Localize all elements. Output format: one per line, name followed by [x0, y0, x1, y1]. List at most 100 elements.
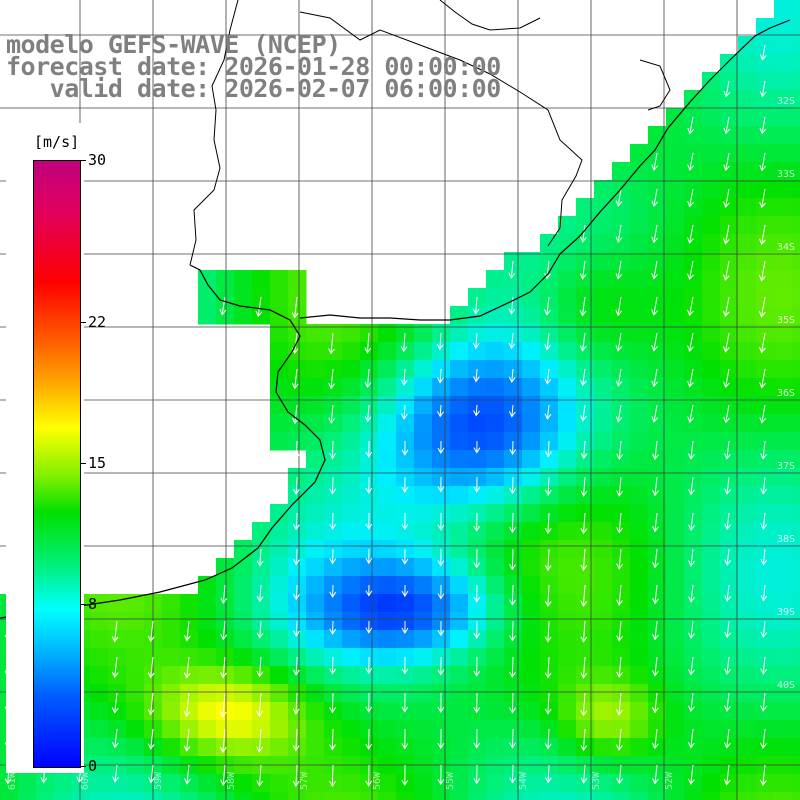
wind-speed-cell — [270, 720, 289, 739]
wind-speed-cell — [792, 738, 800, 757]
wind-speed-cell — [702, 324, 721, 343]
wind-arrow — [292, 692, 300, 715]
wind-speed-cell — [414, 666, 433, 685]
wind-speed-cell — [234, 774, 253, 793]
wind-arrow — [652, 584, 659, 605]
wind-speed-cell — [90, 648, 109, 667]
wind-speed-cell — [774, 594, 793, 613]
wind-arrow — [256, 728, 264, 753]
wind-speed-cell — [540, 306, 559, 325]
wind-speed-cell — [666, 180, 685, 199]
wind-speed-cell — [684, 342, 703, 361]
wind-arrow — [651, 224, 659, 244]
wind-speed-cell — [414, 468, 433, 487]
wind-arrow — [545, 440, 552, 458]
wind-speed-cell — [378, 720, 397, 739]
wind-arrow — [687, 116, 695, 135]
wind-speed-cell — [414, 738, 433, 757]
wind-speed-cell — [486, 432, 505, 451]
wind-speed-cell — [666, 198, 685, 217]
wind-speed-cell — [342, 738, 361, 757]
wind-speed-cell — [774, 270, 793, 289]
wind-speed-cell — [378, 342, 397, 361]
wind-arrow — [509, 620, 516, 642]
wind-arrow — [723, 80, 731, 98]
wind-speed-cell — [360, 522, 379, 541]
wind-speed-cell — [666, 306, 685, 325]
wind-speed-cell — [576, 306, 595, 325]
wind-speed-cell — [522, 558, 541, 577]
wind-speed-cell — [342, 630, 361, 649]
wind-speed-cell — [666, 702, 685, 721]
wind-speed-cell — [702, 522, 721, 541]
wind-speed-cell — [486, 792, 505, 800]
latitude-label: 37S — [777, 461, 795, 472]
wind-speed-cell — [756, 342, 775, 361]
wind-speed-cell — [468, 306, 487, 325]
wind-arrow — [147, 620, 155, 643]
wind-arrow — [401, 764, 409, 787]
wind-speed-cell — [720, 594, 739, 613]
wind-speed-cell — [558, 414, 577, 433]
wind-speed-cell — [306, 324, 325, 343]
wind-speed-cell — [342, 414, 361, 433]
wind-arrow — [328, 332, 335, 355]
wind-arrow — [688, 476, 695, 496]
wind-speed-cell — [684, 414, 703, 433]
wind-speed-cell — [594, 252, 613, 271]
wind-speed-cell — [558, 648, 577, 667]
wind-speed-cell — [774, 396, 793, 415]
wind-speed-cell — [378, 684, 397, 703]
wind-speed-cell — [0, 792, 19, 800]
wind-speed-cell — [378, 558, 397, 577]
wind-speed-cell — [450, 450, 469, 469]
wind-speed-cell — [702, 252, 721, 271]
wind-speed-cell — [378, 324, 397, 343]
wind-arrow — [687, 764, 695, 785]
wind-speed-cell — [468, 342, 487, 361]
wind-speed-cell — [342, 342, 361, 361]
wind-speed-cell — [612, 558, 631, 577]
wind-speed-cell — [792, 396, 800, 415]
wind-speed-cell — [0, 774, 19, 793]
wind-speed-cell — [630, 648, 649, 667]
wind-speed-cell — [522, 486, 541, 505]
wind-speed-cell — [414, 540, 433, 559]
wind-speed-cell — [378, 594, 397, 613]
wind-arrow — [365, 728, 373, 750]
wind-speed-cell — [486, 594, 505, 613]
wind-speed-cell — [540, 414, 559, 433]
wind-speed-cell — [252, 558, 271, 577]
wind-speed-cell — [630, 252, 649, 271]
wind-speed-cell — [342, 720, 361, 739]
wind-speed-cell — [540, 270, 559, 289]
wind-arrow — [687, 728, 695, 749]
wind-speed-cell — [702, 684, 721, 703]
wind-speed-cell — [738, 90, 757, 109]
longitude-label: 59W — [153, 771, 164, 790]
wind-speed-cell — [666, 252, 685, 271]
latitude-label: 34S — [777, 242, 795, 253]
wind-speed-cell — [774, 792, 793, 800]
wind-speed-cell — [270, 504, 289, 523]
wind-speed-cell — [414, 504, 433, 523]
wind-speed-cell — [396, 666, 415, 685]
colorbar-unit: [m/s] — [34, 133, 80, 151]
wind-arrow — [615, 224, 623, 243]
wind-speed-cell — [612, 630, 631, 649]
wind-speed-cell — [486, 612, 505, 631]
wind-speed-cell — [414, 792, 433, 800]
wind-speed-cell — [522, 342, 541, 361]
wind-speed-cell — [792, 288, 800, 307]
wind-speed-cell — [666, 162, 685, 181]
wind-speed-cell — [288, 558, 307, 577]
wind-speed-cell — [702, 666, 721, 685]
wind-speed-cell — [684, 234, 703, 253]
wind-speed-cell — [738, 252, 757, 271]
wind-speed-cell — [594, 684, 613, 703]
wind-speed-cell — [342, 360, 361, 379]
latitude-label: 35S — [777, 315, 795, 326]
wind-arrow — [616, 764, 624, 785]
wind-speed-cell — [288, 378, 307, 397]
wind-arrow — [723, 728, 731, 749]
